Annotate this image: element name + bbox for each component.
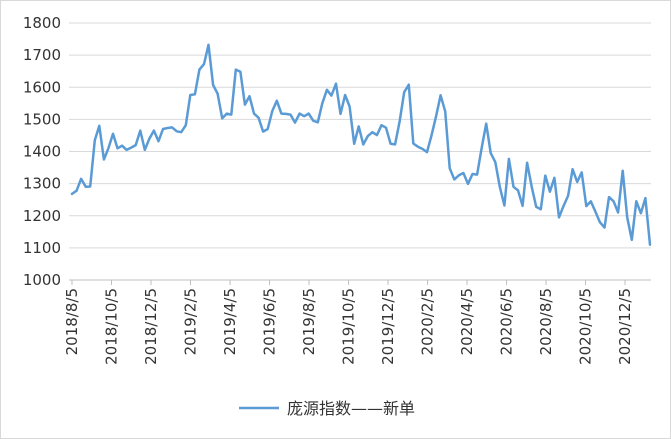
x-tick-label: 2020/4/5 bbox=[458, 288, 476, 355]
y-tick-label: 1700 bbox=[23, 46, 61, 64]
legend-label: 庞源指数——新单 bbox=[287, 399, 415, 418]
y-tick-label: 1600 bbox=[23, 78, 61, 96]
y-tick-label: 1000 bbox=[23, 271, 61, 289]
x-tick-label: 2020/6/5 bbox=[498, 288, 516, 355]
x-tick-label: 2019/10/5 bbox=[340, 288, 358, 365]
y-tick-label: 1200 bbox=[23, 207, 61, 225]
series-layer bbox=[70, 43, 652, 246]
x-tick-label: 2019/6/5 bbox=[261, 288, 279, 355]
x-tick-label: 2019/12/5 bbox=[379, 288, 397, 365]
x-tick-label: 2020/12/5 bbox=[616, 288, 634, 365]
legend: 庞源指数——新单 bbox=[239, 399, 415, 418]
x-tick-label: 2018/12/5 bbox=[142, 288, 160, 365]
series-line bbox=[70, 43, 652, 246]
x-tick-label: 2019/4/5 bbox=[221, 288, 239, 355]
y-tick-label: 1400 bbox=[23, 143, 61, 161]
y-tick-label: 1100 bbox=[23, 239, 61, 257]
y-tick-label: 1500 bbox=[23, 110, 61, 128]
y-tick-label: 1800 bbox=[23, 14, 61, 32]
x-tick-label: 2020/2/5 bbox=[419, 288, 437, 355]
axes bbox=[69, 279, 651, 285]
y-tick-label: 1300 bbox=[23, 175, 61, 193]
x-tick-label: 2018/10/5 bbox=[103, 288, 121, 365]
x-tick-label: 2019/8/5 bbox=[300, 288, 318, 355]
y-tick-labels: 1000 1100 1200 1300 1400 1500 1600 1700 1800 bbox=[23, 14, 61, 289]
gridlines bbox=[69, 22, 651, 281]
x-tick-label: 2020/8/5 bbox=[537, 288, 555, 355]
x-tick-labels: 2018/8/5 2018/10/5 2018/12/5 2019/2/5 2019/4… bbox=[63, 288, 634, 365]
x-tick-label: 2019/2/5 bbox=[182, 288, 200, 355]
x-tick-label: 2020/10/5 bbox=[577, 288, 595, 365]
x-tick-label: 2018/8/5 bbox=[63, 288, 81, 355]
